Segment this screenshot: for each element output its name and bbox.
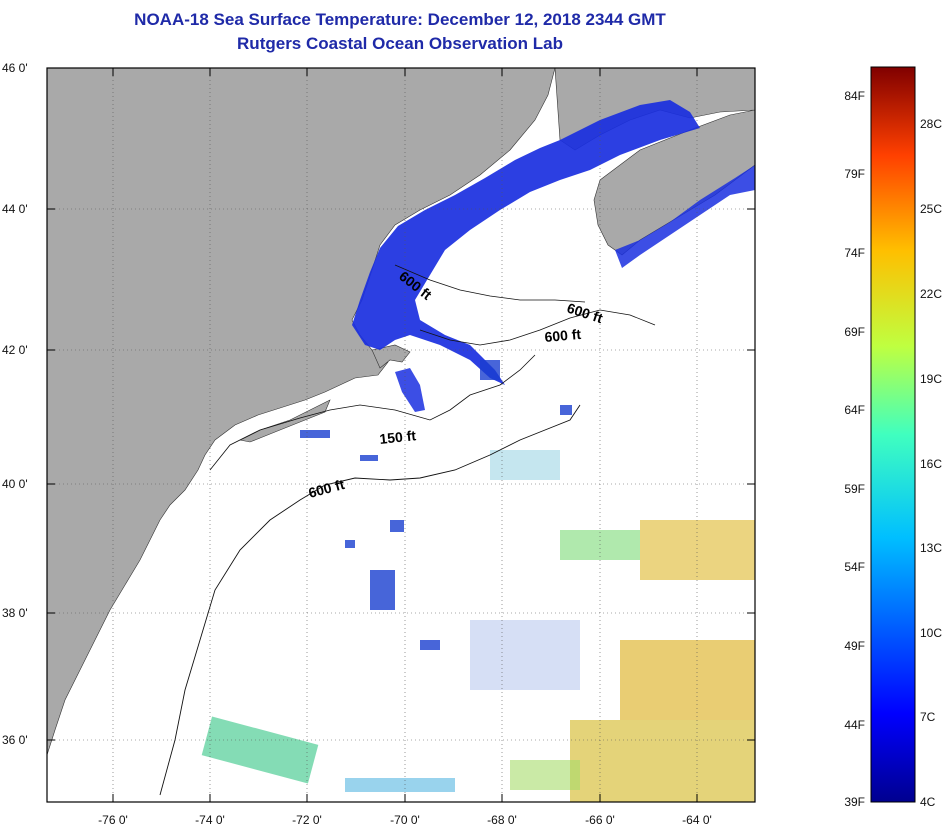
sst-blue-speckles	[300, 360, 572, 650]
cb-f-69: 69F	[844, 325, 865, 339]
cb-f-49: 49F	[844, 639, 865, 653]
lon-label-74: -74 0'	[195, 813, 225, 827]
lat-label-40: 40 0'	[2, 477, 28, 491]
cb-c-10: 10C	[920, 626, 942, 640]
cb-c-28: 28C	[920, 117, 942, 131]
sst-warm-speckles	[201, 450, 755, 802]
cb-c-19: 19C	[920, 372, 942, 386]
map-ticks	[47, 67, 755, 802]
cb-f-44: 44F	[844, 718, 865, 732]
lat-label-44: 44 0'	[2, 202, 28, 216]
cb-c-7: 7C	[920, 710, 936, 724]
cb-f-84: 84F	[844, 89, 865, 103]
cb-c-25: 25C	[920, 202, 942, 216]
contour-600ft-gulf	[419, 309, 656, 346]
cb-c-4: 4C	[920, 795, 936, 809]
lon-label-70: -70 0'	[390, 813, 420, 827]
land-us-coast	[47, 68, 556, 756]
lat-label-36: 36 0'	[2, 733, 28, 747]
lon-label-76: -76 0'	[98, 813, 128, 827]
contour-600ft-north	[394, 264, 586, 303]
lon-label-72: -72 0'	[292, 813, 322, 827]
contour-150ft	[209, 354, 536, 471]
map-subtitle: Rutgers Coastal Ocean Observation Lab	[237, 34, 563, 53]
lat-label-46: 46 0'	[2, 61, 28, 75]
colorbar-celsius-labels: 28C 25C 22C 19C 16C 13C 10C 7C 4C	[920, 117, 942, 809]
contour-label-3: 600 ft	[544, 326, 582, 345]
cb-c-22: 22C	[920, 287, 942, 301]
land-cape-cod	[371, 344, 411, 369]
sst-cold-patch	[395, 368, 425, 412]
colorbar-fahrenheit-labels: 84F 79F 74F 69F 64F 59F 54F 49F 44F 39F	[844, 89, 865, 809]
map-frame	[46, 67, 756, 803]
cb-f-59: 59F	[844, 482, 865, 496]
cb-f-54: 54F	[844, 560, 865, 574]
map-title: NOAA-18 Sea Surface Temperature: Decembe…	[134, 10, 666, 29]
sst-cold-band	[352, 100, 700, 385]
cb-f-39: 39F	[844, 795, 865, 809]
lon-label-64: -64 0'	[682, 813, 712, 827]
cb-c-16: 16C	[920, 457, 942, 471]
cb-f-64: 64F	[844, 403, 865, 417]
lat-label-38: 38 0'	[2, 606, 28, 620]
cb-c-13: 13C	[920, 541, 942, 555]
contour-600ft-south	[159, 404, 581, 796]
land-long-island	[239, 399, 331, 443]
lon-label-66: -66 0'	[585, 813, 615, 827]
cb-f-74: 74F	[844, 246, 865, 260]
lat-label-42: 42 0'	[2, 343, 28, 357]
colorbar	[870, 66, 916, 803]
cb-f-79: 79F	[844, 167, 865, 181]
contour-label-4: 150 ft	[379, 427, 417, 447]
sst-cold-nova	[615, 165, 755, 268]
lon-label-68: -68 0'	[487, 813, 517, 827]
